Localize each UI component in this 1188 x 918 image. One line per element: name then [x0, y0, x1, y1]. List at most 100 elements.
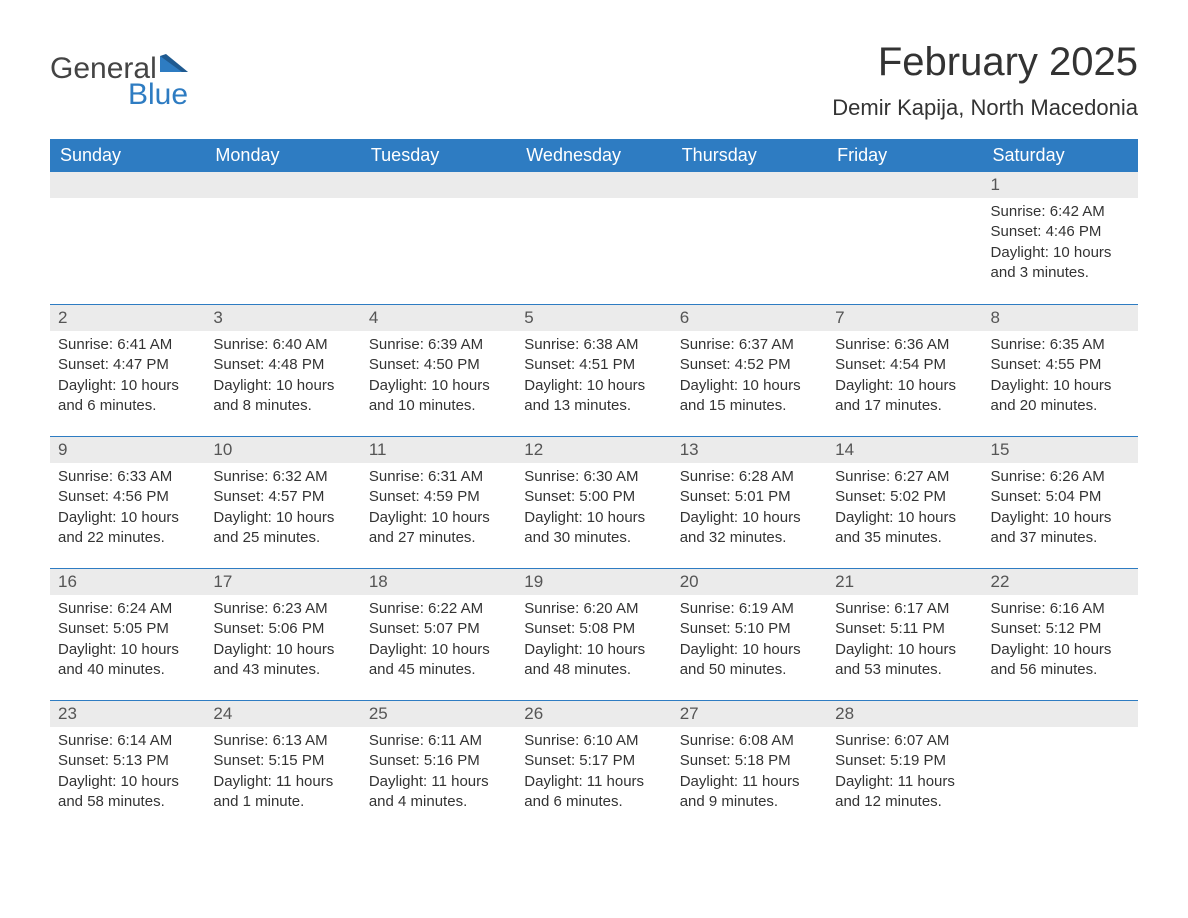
sunset-text: Sunset: 4:56 PM: [58, 487, 197, 507]
daylight-text: Daylight: 10 hours and 30 minutes.: [524, 508, 663, 549]
weekday-header: Saturday: [983, 139, 1138, 172]
day-details: Sunrise: 6:39 AMSunset: 4:50 PMDaylight:…: [361, 331, 516, 424]
sunrise-text: Sunrise: 6:22 AM: [369, 599, 508, 619]
sunset-text: Sunset: 5:00 PM: [524, 487, 663, 507]
day-details: Sunrise: 6:35 AMSunset: 4:55 PMDaylight:…: [983, 331, 1138, 424]
sunset-text: Sunset: 5:05 PM: [58, 619, 197, 639]
day-number: 13: [672, 436, 827, 463]
sunset-text: Sunset: 4:48 PM: [213, 355, 352, 375]
daylight-text: Daylight: 10 hours and 10 minutes.: [369, 376, 508, 417]
sunset-text: Sunset: 4:57 PM: [213, 487, 352, 507]
sunrise-text: Sunrise: 6:20 AM: [524, 599, 663, 619]
location-label: Demir Kapija, North Macedonia: [832, 95, 1138, 121]
day-number: 3: [205, 304, 360, 331]
sunrise-text: Sunrise: 6:33 AM: [58, 467, 197, 487]
day-number: 4: [361, 304, 516, 331]
sunset-text: Sunset: 4:51 PM: [524, 355, 663, 375]
daylight-text: Daylight: 11 hours and 12 minutes.: [835, 772, 974, 813]
daylight-text: Daylight: 10 hours and 17 minutes.: [835, 376, 974, 417]
empty-day-header: [827, 172, 982, 198]
calendar-table: Sunday Monday Tuesday Wednesday Thursday…: [50, 139, 1138, 832]
daylight-text: Daylight: 10 hours and 13 minutes.: [524, 376, 663, 417]
calendar-cell: 22Sunrise: 6:16 AMSunset: 5:12 PMDayligh…: [983, 568, 1138, 700]
calendar-cell: 20Sunrise: 6:19 AMSunset: 5:10 PMDayligh…: [672, 568, 827, 700]
day-details: Sunrise: 6:10 AMSunset: 5:17 PMDaylight:…: [516, 727, 671, 820]
calendar-cell: 21Sunrise: 6:17 AMSunset: 5:11 PMDayligh…: [827, 568, 982, 700]
weekday-header: Wednesday: [516, 139, 671, 172]
day-number: 20: [672, 568, 827, 595]
sunset-text: Sunset: 5:10 PM: [680, 619, 819, 639]
sunset-text: Sunset: 5:11 PM: [835, 619, 974, 639]
weekday-header: Monday: [205, 139, 360, 172]
day-number: 17: [205, 568, 360, 595]
weekday-header: Friday: [827, 139, 982, 172]
sunset-text: Sunset: 5:04 PM: [991, 487, 1130, 507]
day-number: 23: [50, 700, 205, 727]
day-number: 9: [50, 436, 205, 463]
sunrise-text: Sunrise: 6:39 AM: [369, 335, 508, 355]
daylight-text: Daylight: 10 hours and 43 minutes.: [213, 640, 352, 681]
daylight-text: Daylight: 10 hours and 32 minutes.: [680, 508, 819, 549]
day-number: 22: [983, 568, 1138, 595]
day-details: Sunrise: 6:23 AMSunset: 5:06 PMDaylight:…: [205, 595, 360, 688]
calendar-cell: 7Sunrise: 6:36 AMSunset: 4:54 PMDaylight…: [827, 304, 982, 436]
day-number: 10: [205, 436, 360, 463]
day-details: Sunrise: 6:36 AMSunset: 4:54 PMDaylight:…: [827, 331, 982, 424]
daylight-text: Daylight: 10 hours and 27 minutes.: [369, 508, 508, 549]
sunset-text: Sunset: 5:01 PM: [680, 487, 819, 507]
sunrise-text: Sunrise: 6:41 AM: [58, 335, 197, 355]
empty-day-header: [205, 172, 360, 198]
day-number: 24: [205, 700, 360, 727]
day-number: 5: [516, 304, 671, 331]
calendar-cell: 24Sunrise: 6:13 AMSunset: 5:15 PMDayligh…: [205, 700, 360, 832]
calendar-cell: [516, 172, 671, 304]
sunrise-text: Sunrise: 6:36 AM: [835, 335, 974, 355]
day-number: 28: [827, 700, 982, 727]
empty-day-header: [50, 172, 205, 198]
day-number: 19: [516, 568, 671, 595]
day-details: Sunrise: 6:28 AMSunset: 5:01 PMDaylight:…: [672, 463, 827, 556]
day-details: Sunrise: 6:32 AMSunset: 4:57 PMDaylight:…: [205, 463, 360, 556]
day-details: Sunrise: 6:31 AMSunset: 4:59 PMDaylight:…: [361, 463, 516, 556]
day-details: Sunrise: 6:17 AMSunset: 5:11 PMDaylight:…: [827, 595, 982, 688]
day-details: Sunrise: 6:14 AMSunset: 5:13 PMDaylight:…: [50, 727, 205, 820]
calendar-cell: 14Sunrise: 6:27 AMSunset: 5:02 PMDayligh…: [827, 436, 982, 568]
calendar-cell: 27Sunrise: 6:08 AMSunset: 5:18 PMDayligh…: [672, 700, 827, 832]
day-details: Sunrise: 6:37 AMSunset: 4:52 PMDaylight:…: [672, 331, 827, 424]
sunset-text: Sunset: 5:17 PM: [524, 751, 663, 771]
calendar-cell: 13Sunrise: 6:28 AMSunset: 5:01 PMDayligh…: [672, 436, 827, 568]
weekday-header-row: Sunday Monday Tuesday Wednesday Thursday…: [50, 139, 1138, 172]
day-details: Sunrise: 6:33 AMSunset: 4:56 PMDaylight:…: [50, 463, 205, 556]
sunset-text: Sunset: 4:59 PM: [369, 487, 508, 507]
calendar-cell: 3Sunrise: 6:40 AMSunset: 4:48 PMDaylight…: [205, 304, 360, 436]
day-details: Sunrise: 6:24 AMSunset: 5:05 PMDaylight:…: [50, 595, 205, 688]
sunset-text: Sunset: 5:19 PM: [835, 751, 974, 771]
month-title: February 2025: [832, 40, 1138, 85]
sunset-text: Sunset: 5:16 PM: [369, 751, 508, 771]
sunset-text: Sunset: 5:07 PM: [369, 619, 508, 639]
calendar-cell: [983, 700, 1138, 832]
day-number: 27: [672, 700, 827, 727]
sunset-text: Sunset: 4:46 PM: [991, 222, 1130, 242]
calendar-week-row: 16Sunrise: 6:24 AMSunset: 5:05 PMDayligh…: [50, 568, 1138, 700]
daylight-text: Daylight: 10 hours and 15 minutes.: [680, 376, 819, 417]
day-details: Sunrise: 6:27 AMSunset: 5:02 PMDaylight:…: [827, 463, 982, 556]
weekday-header: Tuesday: [361, 139, 516, 172]
calendar-cell: 19Sunrise: 6:20 AMSunset: 5:08 PMDayligh…: [516, 568, 671, 700]
day-details: Sunrise: 6:19 AMSunset: 5:10 PMDaylight:…: [672, 595, 827, 688]
day-number: 21: [827, 568, 982, 595]
sunset-text: Sunset: 5:13 PM: [58, 751, 197, 771]
calendar-cell: 8Sunrise: 6:35 AMSunset: 4:55 PMDaylight…: [983, 304, 1138, 436]
empty-day-header: [516, 172, 671, 198]
sunrise-text: Sunrise: 6:16 AM: [991, 599, 1130, 619]
calendar-cell: [827, 172, 982, 304]
daylight-text: Daylight: 10 hours and 8 minutes.: [213, 376, 352, 417]
day-number: 12: [516, 436, 671, 463]
sunrise-text: Sunrise: 6:30 AM: [524, 467, 663, 487]
day-details: Sunrise: 6:26 AMSunset: 5:04 PMDaylight:…: [983, 463, 1138, 556]
daylight-text: Daylight: 11 hours and 6 minutes.: [524, 772, 663, 813]
day-details: Sunrise: 6:20 AMSunset: 5:08 PMDaylight:…: [516, 595, 671, 688]
calendar-cell: [361, 172, 516, 304]
daylight-text: Daylight: 10 hours and 3 minutes.: [991, 243, 1130, 284]
day-details: Sunrise: 6:38 AMSunset: 4:51 PMDaylight:…: [516, 331, 671, 424]
